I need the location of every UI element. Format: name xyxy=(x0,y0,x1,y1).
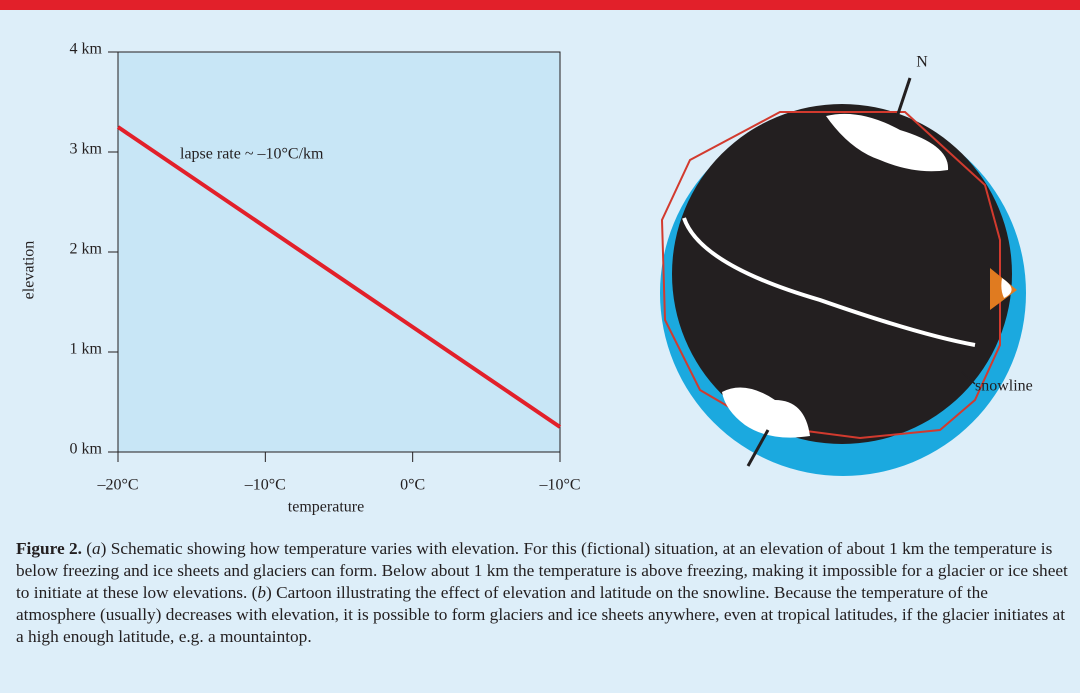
caption-marker: a xyxy=(92,539,101,558)
x-tick-label: –20°C xyxy=(96,477,138,494)
globe-diagram: N snowline xyxy=(660,54,1033,476)
y-tick-label: 3 km xyxy=(70,141,103,158)
y-tick-label: 1 km xyxy=(70,341,103,358)
y-tick-label: 2 km xyxy=(70,241,103,258)
figure-page: elevation temperature 0 km 1 km 2 km 3 km 4 … xyxy=(0,0,1080,693)
north-label: N xyxy=(916,54,928,71)
caption: Figure 2. (a) Schematic showing how temp… xyxy=(16,538,1068,648)
y-axis-label: elevation xyxy=(21,241,38,300)
plot-area xyxy=(118,52,560,452)
x-tick-label: 0°C xyxy=(400,477,425,494)
y-tick-label: 0 km xyxy=(70,441,103,458)
x-tick-label: –10°C xyxy=(538,477,580,494)
x-tick-label: –10°C xyxy=(244,477,286,494)
y-tick-label: 4 km xyxy=(70,41,103,58)
caption-marker: b xyxy=(257,583,266,602)
caption-label: Figure 2. xyxy=(16,539,82,558)
chart: elevation temperature 0 km 1 km 2 km 3 km 4 … xyxy=(0,0,1080,530)
x-axis-label: temperature xyxy=(288,499,364,516)
snowline-label: snowline xyxy=(975,378,1033,395)
annotation: lapse rate ~ –10°C/km xyxy=(180,146,324,163)
